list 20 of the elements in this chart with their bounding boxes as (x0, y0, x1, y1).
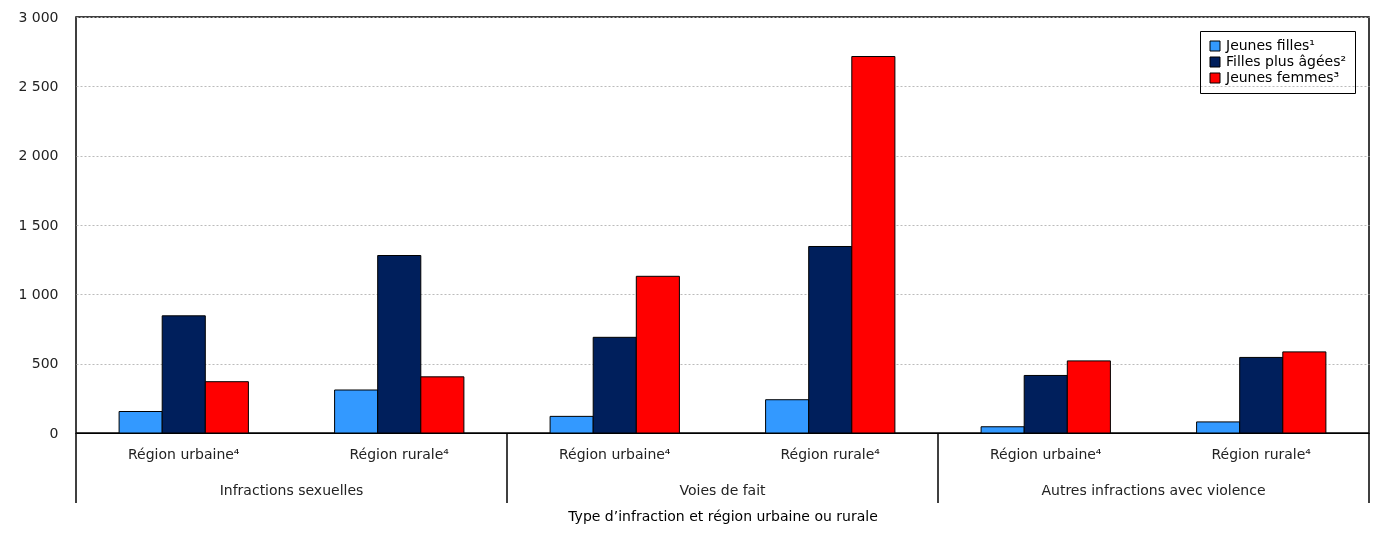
x-axis-title: Type d’infraction et région urbaine ou rurale (567, 507, 878, 524)
text: Autres infractions avec violence (1041, 482, 1266, 498)
x-tick-label: Région urbaine⁴ (128, 445, 240, 462)
x-tick-label: Région rurale⁴ (780, 445, 881, 462)
y-tick-label: 500 (31, 355, 59, 372)
y-tick-label: 2 500 (18, 77, 59, 94)
y-tick-label: 1 500 (18, 216, 59, 233)
y-tick-label: 0 (49, 424, 59, 441)
y-tick-label: 2 000 (18, 147, 59, 164)
y-tick-label: 1 000 (18, 285, 59, 302)
text: Infractions sexuelles (219, 482, 364, 498)
legend-label: Filles plus âgées² (1226, 53, 1347, 69)
legend-label: Jeunes filles¹ (1225, 37, 1315, 53)
text: Voies de fait (679, 482, 767, 498)
x-tick-label: Région rurale⁴ (349, 445, 450, 462)
legend-label: Jeunes femmes³ (1225, 69, 1340, 85)
x-tick-label: Région rurale⁴ (1211, 445, 1312, 462)
x-tick-label: Région urbaine⁴ (559, 445, 671, 462)
x-tick-label: Région urbaine⁴ (990, 445, 1102, 462)
y-tick-label: 3 000 (18, 8, 59, 25)
